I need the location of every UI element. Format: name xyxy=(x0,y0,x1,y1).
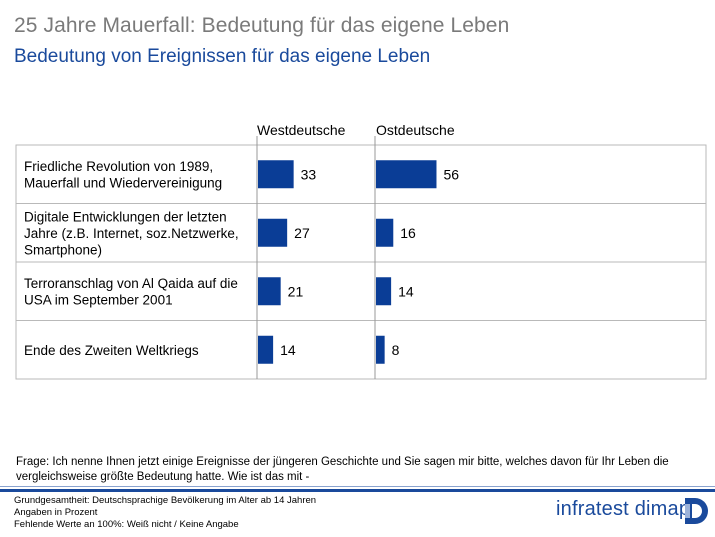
footer-divider xyxy=(0,489,715,492)
data-label: 27 xyxy=(294,225,310,241)
data-label: 16 xyxy=(400,225,416,241)
footnote-missing: Fehlende Werte an 100%: Weiß nicht / Kei… xyxy=(14,519,239,530)
bar-1-1 xyxy=(376,218,394,247)
series-header-east: Ostdeutsche xyxy=(376,122,455,138)
bar-0-3 xyxy=(258,335,274,364)
data-label: 21 xyxy=(288,283,304,299)
page-title: 25 Jahre Mauerfall: Bedeutung für das ei… xyxy=(14,14,510,37)
data-label: 14 xyxy=(280,342,296,358)
logo-text: infratest dimap xyxy=(556,498,691,520)
footer-divider-thin xyxy=(0,486,715,487)
bar-1-2 xyxy=(376,277,392,306)
bar-0-0 xyxy=(258,160,294,189)
bar-0-2 xyxy=(258,277,281,306)
bar-1-0 xyxy=(376,160,437,189)
data-label: 8 xyxy=(392,342,400,358)
infratest-dimap-logo-icon xyxy=(685,498,708,524)
data-label: 33 xyxy=(301,166,317,182)
category-label: Ende des Zweiten Weltkriegs xyxy=(24,343,199,358)
bar-1-3 xyxy=(376,335,385,364)
data-label: 56 xyxy=(443,166,459,182)
footnotes: Grundgesamtheit: Deutschsprachige Bevölk… xyxy=(14,495,316,531)
footnote-population: Grundgesamtheit: Deutschsprachige Bevölk… xyxy=(14,495,317,506)
bar-0-1 xyxy=(258,218,288,247)
footnote-unit: Angaben in Prozent xyxy=(14,507,98,518)
category-label: Friedliche Revolution von 1989, Mauerfall… xyxy=(24,159,222,191)
category-label: Digitale Entwicklungen der letzten Jahre … xyxy=(24,209,239,257)
bar-chart: Friedliche Revolution von 1989, Mauerfall… xyxy=(15,136,707,380)
category-label: Terroranschlag von Al Qaida auf die USA i… xyxy=(24,276,238,308)
question-text: Frage: Ich nenne Ihnen jetzt einige Erei… xyxy=(16,456,669,483)
page-subtitle: Bedeutung von Ereignissen für das eigene… xyxy=(14,46,431,67)
data-label: 14 xyxy=(398,283,414,299)
series-header-west: Westdeutsche xyxy=(257,122,346,138)
